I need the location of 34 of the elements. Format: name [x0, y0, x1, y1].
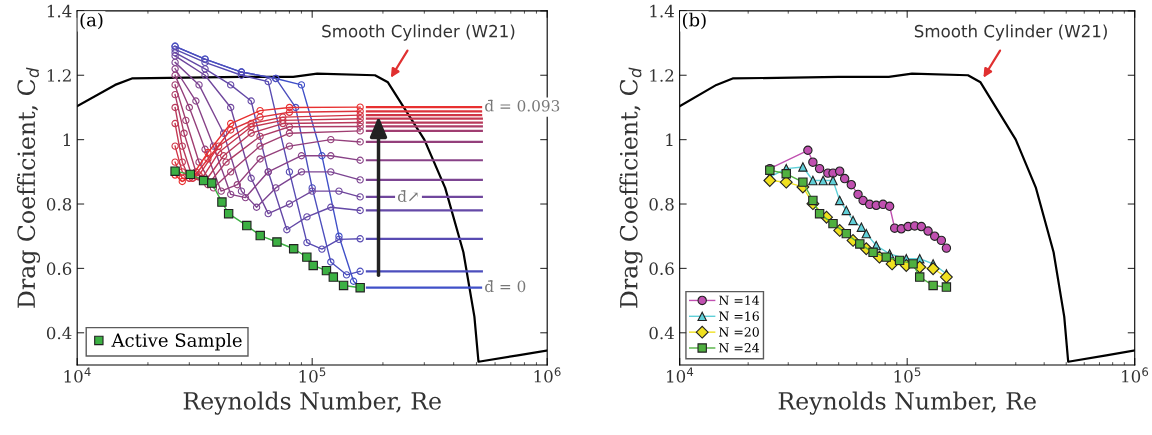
y-axis-title: Drag Coefficient, C$_{d}$ — [16, 67, 41, 308]
y-tick-label: 0.8 — [649, 197, 674, 211]
y-tick-label: 1.2 — [47, 69, 71, 82]
x-axis-title: Reynolds Number, Re — [183, 391, 441, 415]
x-tick-label: 10$^{6}$ — [534, 367, 561, 383]
x-tick-label: 10$^{6}$ — [1122, 367, 1149, 383]
legend-label: N =24 — [719, 343, 760, 353]
x-tick-label: 10$^{4}$ — [64, 367, 91, 383]
chart-title: (b) — [682, 12, 706, 30]
annotation: Smooth Cylinder (W21) — [322, 24, 515, 41]
x-tick-label: 10$^{4}$ — [667, 367, 694, 383]
y-tick-label: 1.4 — [650, 4, 674, 18]
y-tick-label: 0.6 — [46, 262, 72, 275]
x-tick-label: 10$^{5}$ — [299, 367, 326, 383]
y-axis-title: Drag Coefficient, C$_{d}$ — [619, 67, 643, 308]
chart-title: (a) — [80, 12, 103, 30]
x-axis-title: Reynolds Number, Re — [778, 391, 1036, 415]
y-tick-label: 1 — [666, 133, 673, 146]
legend-label: Active Sample — [111, 333, 242, 351]
y-tick-label: 1 — [63, 133, 70, 146]
y-tick-label: 0.6 — [649, 262, 674, 275]
legend-label: N =16 — [719, 311, 759, 321]
x-tick-label: 10$^{5}$ — [894, 367, 921, 383]
legend-label: N =14 — [719, 295, 760, 305]
y-tick-label: 0.8 — [46, 197, 72, 211]
y-tick-label: 1.4 — [47, 4, 72, 18]
annotation: d̄ = 0.093 — [485, 99, 560, 112]
y-tick-label: 0.4 — [46, 326, 72, 340]
y-tick-label: 1.2 — [650, 69, 674, 82]
annotation: Smooth Cylinder (W21) — [914, 24, 1107, 41]
annotation: d̄↗ — [397, 190, 418, 203]
annotation: d̄ = 0 — [485, 280, 526, 293]
legend-label: N =20 — [719, 327, 759, 337]
y-tick-label: 0.4 — [649, 326, 674, 340]
